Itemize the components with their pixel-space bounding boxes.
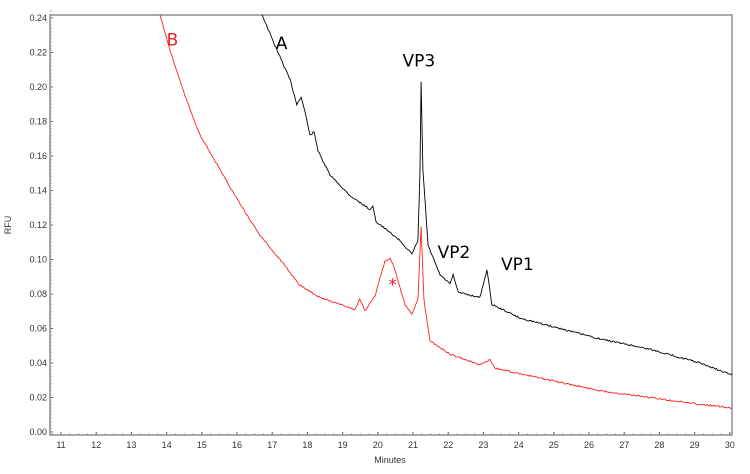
y-tick-label: 0.24 (29, 13, 47, 23)
annotation-label: VP1 (501, 255, 534, 275)
y-axis-label: RFU (3, 216, 13, 235)
y-tick-label: 0.02 (29, 393, 47, 403)
y-tick-label: 0.20 (29, 82, 47, 92)
x-tick-label: 30 (725, 440, 735, 450)
axes: 11 12 13 14 15 16 17 18 19 20 21 22 23 24 25 26 27 28 29 30… (29, 10, 735, 450)
x-tick-label: 16 (232, 440, 242, 450)
x-tick-label: 19 (338, 440, 348, 450)
x-tick-label: 25 (549, 440, 559, 450)
x-tick-label: 22 (443, 440, 453, 450)
y-tick-label: 0.22 (29, 48, 47, 58)
y-tick-label: 0.04 (29, 358, 47, 368)
y-tick-label: 0.08 (29, 289, 47, 299)
y-tick-label: 0.10 (29, 255, 47, 265)
y-tick-label: 0.14 (29, 186, 47, 196)
annotation-label: VP3 (402, 51, 435, 71)
annotation-label: A (276, 34, 288, 54)
x-tick-label: 18 (302, 440, 312, 450)
annotations: A B VP3 VP2 VP1 * (167, 31, 534, 296)
x-tick-label: 29 (690, 440, 700, 450)
x-tick-label: 24 (514, 440, 524, 450)
x-tick-label: 23 (478, 440, 488, 450)
y-tick-label: 0.18 (29, 117, 47, 127)
annotation-label: B (167, 31, 179, 51)
annotation-label: VP2 (438, 243, 471, 263)
plot-frame (49, 14, 733, 436)
annotation-label: * (388, 276, 397, 296)
x-tick-label: 20 (373, 440, 383, 450)
x-tick-label: 28 (654, 440, 664, 450)
y-tick-label: 0.06 (29, 324, 47, 334)
x-axis-label: Minutes (374, 455, 406, 465)
series-line-A (261, 15, 732, 376)
x-tick-label: 15 (197, 440, 207, 450)
y-tick-label: 0.12 (29, 220, 47, 230)
x-tick-label: 11 (56, 440, 65, 450)
x-tick-label: 14 (162, 440, 172, 450)
x-tick-label: 26 (584, 440, 594, 450)
y-tick-label: 0.00 (29, 427, 47, 437)
y-tick-label: 0.16 (29, 151, 47, 161)
x-tick-label: 12 (91, 440, 101, 450)
x-tick-label: 27 (619, 440, 629, 450)
x-tick-label: 13 (126, 440, 136, 450)
x-tick-label: 17 (267, 440, 277, 450)
series-line-B (159, 15, 732, 410)
x-tick-label: 21 (408, 440, 418, 450)
series-lines (159, 15, 732, 410)
